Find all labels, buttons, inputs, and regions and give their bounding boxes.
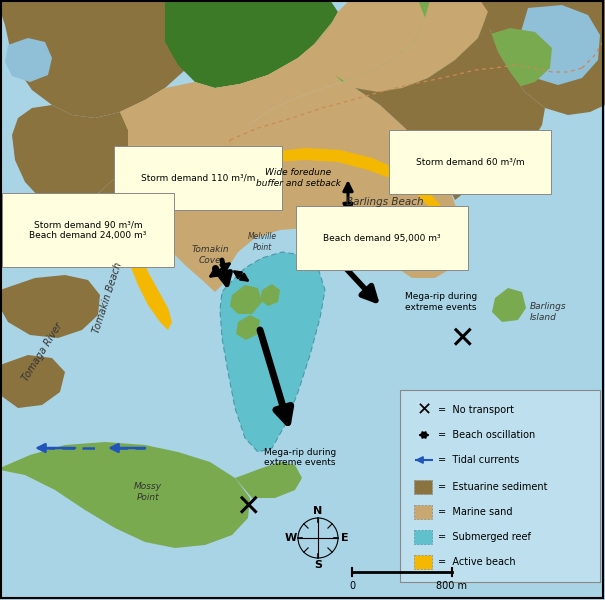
Text: 800 m: 800 m <box>436 581 468 591</box>
Polygon shape <box>60 194 172 330</box>
Text: =  Tidal currents: = Tidal currents <box>438 455 519 465</box>
Polygon shape <box>0 355 65 408</box>
Text: Tomakin
Cove: Tomakin Cove <box>191 245 229 265</box>
Polygon shape <box>0 275 100 338</box>
Text: Tomakin Beach: Tomakin Beach <box>92 261 124 335</box>
Polygon shape <box>118 0 488 292</box>
Polygon shape <box>0 442 250 548</box>
Text: =  Submerged reef: = Submerged reef <box>438 532 531 542</box>
Text: Melville
Point: Melville Point <box>247 232 276 252</box>
Text: =  Beach oscillation: = Beach oscillation <box>438 430 535 440</box>
Text: Mega-rip during
extreme events: Mega-rip during extreme events <box>264 448 336 467</box>
Polygon shape <box>520 5 600 85</box>
Text: W: W <box>285 533 297 543</box>
Polygon shape <box>120 0 425 195</box>
Polygon shape <box>236 315 260 340</box>
Text: Wide foredune
buffer and setback: Wide foredune buffer and setback <box>255 168 341 188</box>
Text: N: N <box>313 506 322 516</box>
Polygon shape <box>230 285 262 314</box>
Text: ✕: ✕ <box>450 325 475 355</box>
Text: =  Marine sand: = Marine sand <box>438 507 512 517</box>
Polygon shape <box>355 12 545 200</box>
Polygon shape <box>220 252 325 452</box>
Text: Barlings
Island: Barlings Island <box>530 302 567 322</box>
Polygon shape <box>215 148 458 248</box>
Polygon shape <box>0 0 215 118</box>
Text: Tomaga River: Tomaga River <box>20 321 64 383</box>
Text: Storm demand 60 m³/m: Storm demand 60 m³/m <box>416 157 525 166</box>
Polygon shape <box>12 105 128 205</box>
Text: Barlings Beach: Barlings Beach <box>346 197 424 207</box>
Text: Mega-rip during
extreme events: Mega-rip during extreme events <box>405 292 477 312</box>
Text: Beach demand 95,000 m³: Beach demand 95,000 m³ <box>323 233 441 242</box>
Text: Storm demand 90 m³/m
Beach demand 24,000 m³: Storm demand 90 m³/m Beach demand 24,000… <box>29 220 146 239</box>
Text: E: E <box>341 533 349 543</box>
Text: Storm demand 110 m³/m: Storm demand 110 m³/m <box>141 173 255 182</box>
Polygon shape <box>468 28 552 88</box>
Polygon shape <box>5 38 52 82</box>
Text: 0: 0 <box>349 581 355 591</box>
Text: ✕: ✕ <box>235 493 261 523</box>
Text: Mossy
Point: Mossy Point <box>134 482 162 502</box>
Text: =  Active beach: = Active beach <box>438 557 515 567</box>
Polygon shape <box>30 168 145 268</box>
Bar <box>414 530 432 544</box>
Polygon shape <box>260 284 280 306</box>
Polygon shape <box>335 0 488 92</box>
Polygon shape <box>492 288 526 322</box>
Bar <box>414 480 432 494</box>
FancyBboxPatch shape <box>400 390 600 582</box>
Polygon shape <box>165 0 338 88</box>
Text: =  No transport: = No transport <box>438 405 514 415</box>
Text: S: S <box>314 560 322 570</box>
Bar <box>414 505 432 519</box>
Polygon shape <box>235 462 302 498</box>
Text: =  Estuarine sediment: = Estuarine sediment <box>438 482 548 492</box>
Bar <box>414 555 432 569</box>
Text: ✕: ✕ <box>416 401 431 419</box>
Polygon shape <box>465 0 605 115</box>
